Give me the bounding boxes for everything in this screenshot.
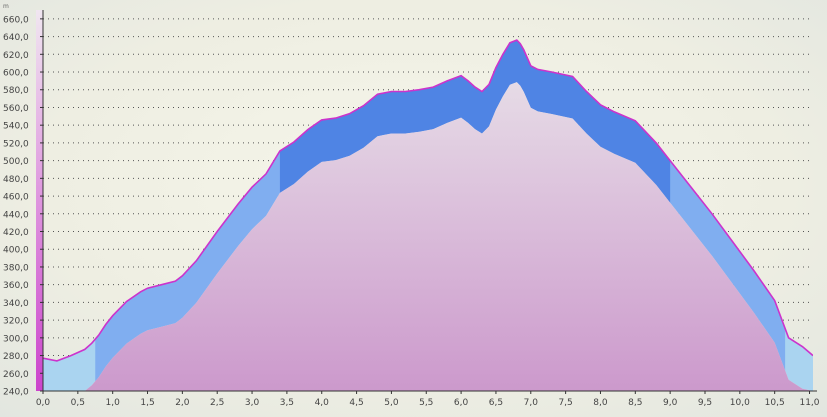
x-tick-label: 11,0 xyxy=(799,398,819,408)
x-tick-label: 3,0 xyxy=(245,398,260,408)
x-tick-label: 0,5 xyxy=(71,398,85,408)
y-tick-label: 640,0 xyxy=(3,33,29,43)
band-dark xyxy=(279,40,671,203)
y-tick-label: 400,0 xyxy=(3,246,29,256)
x-tick-label: 5,0 xyxy=(384,398,399,408)
y-tick-label: 300,0 xyxy=(3,334,29,344)
y-tick-label: 580,0 xyxy=(3,86,29,96)
y-tick-label: 480,0 xyxy=(3,175,29,185)
y-tick-label: 520,0 xyxy=(3,139,29,149)
y-tick-label: 420,0 xyxy=(3,228,29,238)
x-tick-label: 8,5 xyxy=(628,398,642,408)
x-tick-label: 2,5 xyxy=(210,398,224,408)
y-tick-label: 380,0 xyxy=(3,263,29,273)
x-tick-label: 3,5 xyxy=(280,398,294,408)
x-tick-label: 7,0 xyxy=(524,398,539,408)
elevation-line xyxy=(43,39,813,362)
y-tick-label: 320,0 xyxy=(3,317,29,327)
y-tick-label: 440,0 xyxy=(3,210,29,220)
tick-labels: 240,0 260,0 280,0 300,0 320,0 340,0 360,0 380,0… xyxy=(3,3,820,408)
x-tick-label: 10,5 xyxy=(765,398,785,408)
elevation-fill xyxy=(43,82,813,391)
x-tick-label: 8,0 xyxy=(593,398,608,408)
x-tick-label: 9,0 xyxy=(663,398,678,408)
y-tick-label: 600,0 xyxy=(3,69,29,79)
y-tick-label: 340,0 xyxy=(3,299,29,309)
x-tick-label: 10,0 xyxy=(730,398,750,408)
y-tick-label: 260,0 xyxy=(3,370,29,380)
y-tick-label: 620,0 xyxy=(3,51,29,61)
y-tick-label: 280,0 xyxy=(3,352,29,362)
axes xyxy=(36,10,817,394)
elevation-area xyxy=(43,39,813,391)
x-tick-label: 2,0 xyxy=(175,398,190,408)
y-tick-label: 240,0 xyxy=(3,388,29,398)
x-tick-label: 5,5 xyxy=(419,398,433,408)
y-tick-label: 540,0 xyxy=(3,122,29,132)
y-tick-label: 360,0 xyxy=(3,281,29,291)
x-tick-label: 6,5 xyxy=(489,398,503,408)
x-tick-label: 6,0 xyxy=(454,398,469,408)
x-tick-label: 1,5 xyxy=(140,398,154,408)
x-tick-label: 0,0 xyxy=(36,398,51,408)
x-tick-label: 9,5 xyxy=(698,398,712,408)
x-tick-label: 7,5 xyxy=(558,398,572,408)
y-tick-label: 500,0 xyxy=(3,157,29,167)
y-tick-label: 460,0 xyxy=(3,193,29,203)
x-tick-label: 4,5 xyxy=(349,398,363,408)
y-unit-label: m xyxy=(3,3,9,10)
x-tick-label: 1,0 xyxy=(106,398,121,408)
y-axis-color-bar xyxy=(36,10,43,391)
x-tick-label: 4,0 xyxy=(315,398,330,408)
y-tick-label: 560,0 xyxy=(3,104,29,114)
y-tick-label: 660,0 xyxy=(3,15,29,25)
